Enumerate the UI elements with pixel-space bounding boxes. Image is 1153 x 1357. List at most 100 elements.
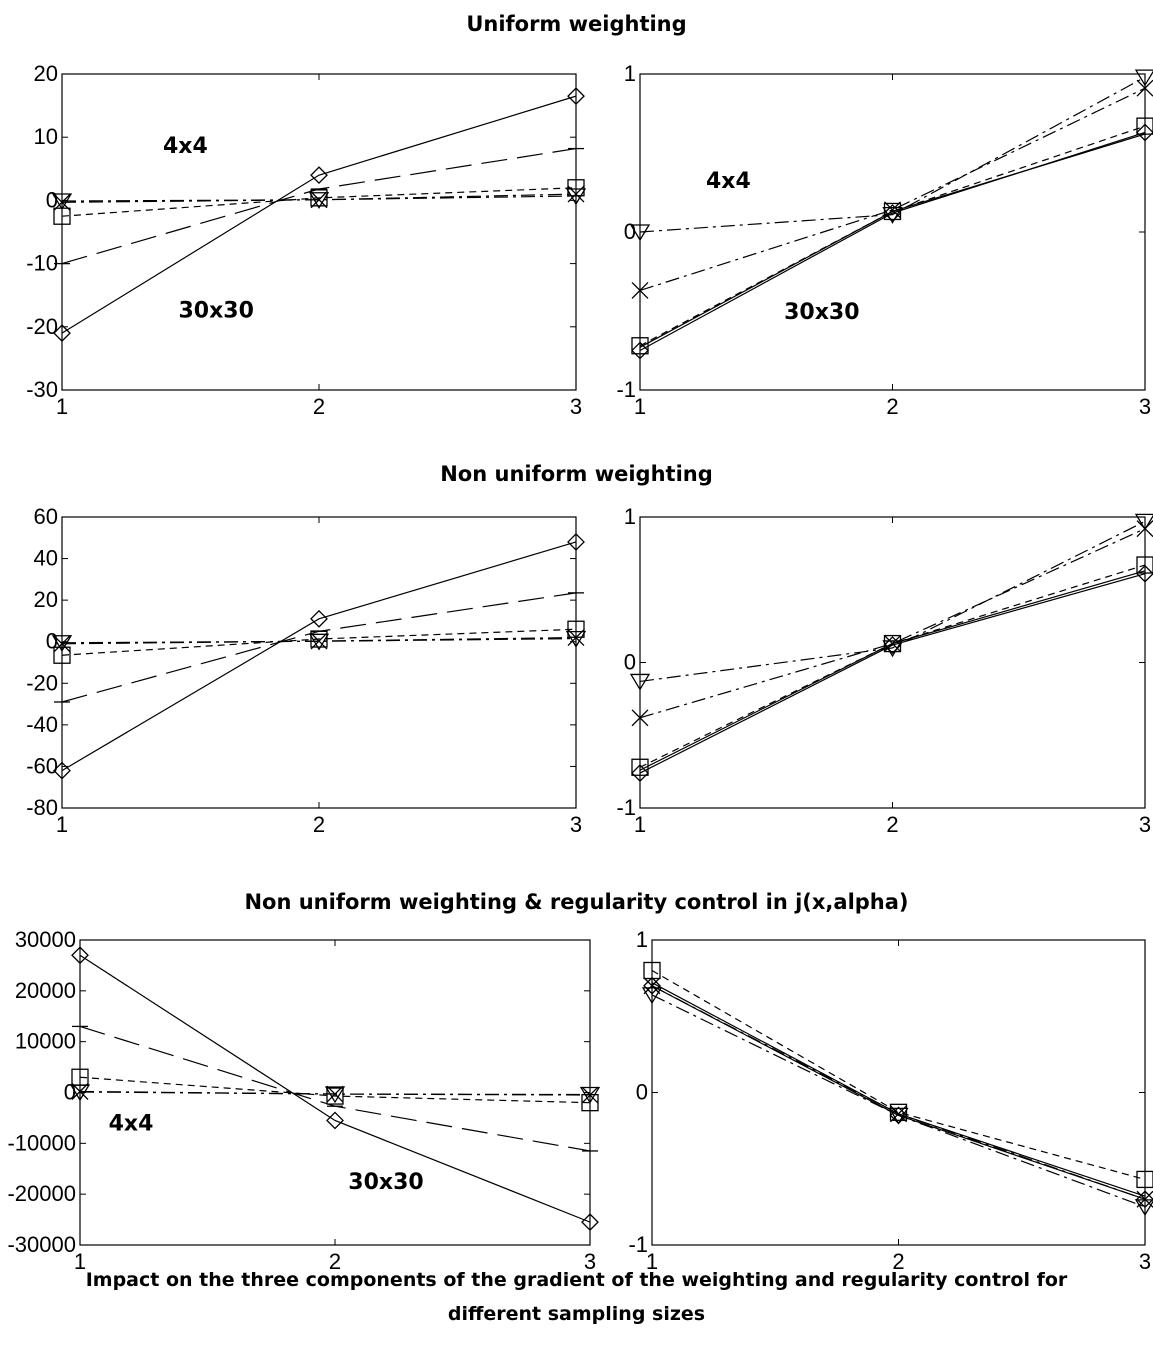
data-point-cross <box>643 977 661 995</box>
series-line-3 <box>61 193 577 203</box>
data-point-square <box>643 961 661 980</box>
data-point-cross <box>53 193 71 211</box>
figure-caption-line-1: Impact on the three components of the gr… <box>85 1269 1068 1291</box>
annotation-label: 4x4 <box>109 1112 154 1137</box>
x-tick-label: 3 <box>584 1249 596 1274</box>
annotation-label: 30x30 <box>784 300 859 325</box>
y-tick-label: 0 <box>624 650 636 675</box>
data-point-square <box>567 179 585 197</box>
data-point-triangle-down <box>629 224 651 242</box>
data-point-diamond <box>631 341 649 360</box>
data-point-square <box>326 1087 344 1105</box>
x-tick-label: 1 <box>56 394 68 419</box>
row-title-uniform: Uniform weighting <box>466 12 687 36</box>
data-point-cross <box>581 1086 599 1104</box>
data-point-triangle-down <box>565 188 587 206</box>
data-point-cross <box>53 635 71 653</box>
data-point-square <box>883 202 902 221</box>
y-tick-label: -1 <box>616 377 636 402</box>
y-tick-label: 1 <box>636 927 648 952</box>
data-point-diamond <box>53 324 71 343</box>
y-tick-label: 0 <box>636 1080 648 1105</box>
data-point-diamond <box>53 761 71 780</box>
x-tick-label: 2 <box>313 394 325 419</box>
data-point-triangle-down <box>629 673 651 691</box>
data-point-triangle-down <box>882 206 903 224</box>
series-line-2 <box>61 628 577 656</box>
annotation-label: 30x30 <box>178 298 253 323</box>
data-point-square <box>889 1103 908 1121</box>
data-point-square <box>310 189 328 207</box>
data-point-cross <box>1136 79 1153 97</box>
data-point-cross <box>631 282 649 299</box>
series-line-3 <box>61 636 577 645</box>
x-tick-label: 3 <box>1139 812 1151 837</box>
x-tick-label: 3 <box>570 812 582 837</box>
x-tick-label: 2 <box>886 394 898 419</box>
y-tick-label: -40 <box>26 712 58 737</box>
y-tick-label: -60 <box>26 753 58 778</box>
series-line-0 <box>79 954 591 1223</box>
series-line-4 <box>79 1091 591 1096</box>
series-line-2 <box>651 969 1146 1181</box>
figure-caption-line-2: different sampling sizes <box>447 1303 706 1325</box>
data-point-diamond <box>643 976 661 995</box>
data-point-diamond <box>310 609 328 628</box>
data-point-triangle-down <box>324 1086 346 1104</box>
series-line-0 <box>639 573 1146 774</box>
x-tick-label: 3 <box>1139 1249 1151 1274</box>
data-point-square <box>310 630 328 648</box>
data-point-square <box>1136 117 1153 135</box>
data-point-square <box>1136 1170 1153 1189</box>
data-point-cross <box>310 191 328 209</box>
series-line-0 <box>651 985 1146 1200</box>
y-tick-label: -10000 <box>7 1130 76 1155</box>
series-line-4 <box>639 520 1146 683</box>
x-tick-label: 2 <box>313 812 325 837</box>
series-line-4 <box>61 195 577 202</box>
y-tick-label: -10 <box>26 251 58 276</box>
data-point-square <box>1136 556 1153 574</box>
data-point-triangle-down <box>51 193 73 211</box>
data-point-square <box>53 646 71 664</box>
y-tick-label: 20000 <box>15 978 76 1003</box>
data-point-square <box>631 337 649 355</box>
series-line-2 <box>79 1076 591 1104</box>
annotation-label: 4x4 <box>706 169 751 194</box>
y-tick-label: 30000 <box>15 927 76 952</box>
data-point-triangle-down <box>1134 513 1153 531</box>
row-title-non-uniform: Non uniform weighting <box>440 462 713 486</box>
row-title-regularity: Non uniform weighting & regularity contr… <box>244 890 909 914</box>
data-point-diamond <box>310 166 328 185</box>
x-tick-label: 1 <box>634 394 646 419</box>
y-tick-label: -30000 <box>7 1232 76 1257</box>
y-tick-label: 60 <box>34 504 58 529</box>
data-point-triangle-down <box>565 630 587 648</box>
series-line-1 <box>651 982 1146 1197</box>
y-tick-label: -80 <box>26 795 58 820</box>
series-line-1 <box>639 133 1146 348</box>
annotation-label: 30x30 <box>348 1170 423 1195</box>
data-point-triangle-down <box>882 640 903 658</box>
series-line-3 <box>651 985 1146 1200</box>
data-point-diamond <box>567 87 585 106</box>
data-point-cross <box>71 1083 89 1100</box>
series-line-4 <box>639 76 1146 233</box>
series-line-3 <box>639 87 1146 292</box>
data-point-diamond <box>1136 1190 1153 1209</box>
annotation-label: 4x4 <box>163 134 208 159</box>
data-point-triangle-down <box>308 633 330 651</box>
y-tick-label: 10000 <box>15 1029 76 1054</box>
data-point-cross <box>310 632 328 650</box>
data-point-triangle-down <box>888 1107 909 1125</box>
x-tick-label: 2 <box>892 1249 904 1274</box>
x-tick-label: 3 <box>570 394 582 419</box>
series-line-2 <box>61 187 577 217</box>
data-point-diamond <box>567 533 585 551</box>
y-tick-label: -1 <box>616 795 636 820</box>
